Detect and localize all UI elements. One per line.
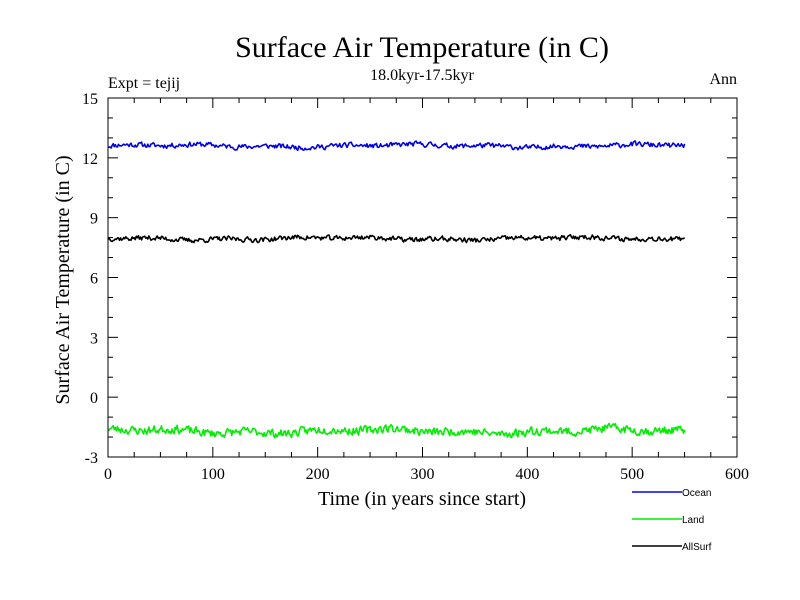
- y-tick-label: 6: [90, 271, 98, 288]
- x-axis-label: Time (in years since start): [318, 488, 526, 510]
- y-tick-label: -3: [85, 450, 98, 467]
- x-tick-label: 300: [411, 466, 435, 483]
- y-tick-label: 0: [90, 390, 98, 407]
- y-tick-label: 12: [82, 151, 98, 168]
- x-tick-label: 200: [306, 466, 330, 483]
- x-tick-label: 600: [725, 466, 749, 483]
- y-tick-label: 15: [82, 91, 98, 108]
- legend-label-land: Land: [682, 515, 704, 526]
- plot-frame: [107, 97, 738, 458]
- series-line-ocean: [107, 140, 686, 152]
- season-label: Ann: [709, 71, 737, 88]
- series-line-land: [107, 422, 686, 439]
- chart-subtitle: 18.0kyr-17.5kyr: [370, 67, 474, 84]
- x-tick-label: 500: [620, 466, 644, 483]
- legend: Ocean Land AllSurf: [632, 488, 712, 553]
- x-tick-label: 0: [104, 466, 112, 483]
- legend-label-allsurf: AllSurf: [682, 542, 712, 553]
- y-tick-label: 9: [90, 211, 98, 228]
- y-tick-label: 3: [90, 330, 98, 347]
- chart-title: Surface Air Temperature (in C): [235, 31, 609, 64]
- x-tick-label: 100: [201, 466, 225, 483]
- series-layer: [107, 140, 686, 439]
- series-line-allsurf: [107, 233, 686, 244]
- experiment-label: Expt = tejij: [108, 75, 180, 92]
- y-axis-label: Surface Air Temperature (in C): [52, 155, 74, 404]
- legend-label-ocean: Ocean: [682, 488, 711, 499]
- tick-layer: 0 100 200 300 400 500 600 -3 0 3 6 9 12 15: [82, 91, 749, 483]
- x-tick-label: 400: [515, 466, 539, 483]
